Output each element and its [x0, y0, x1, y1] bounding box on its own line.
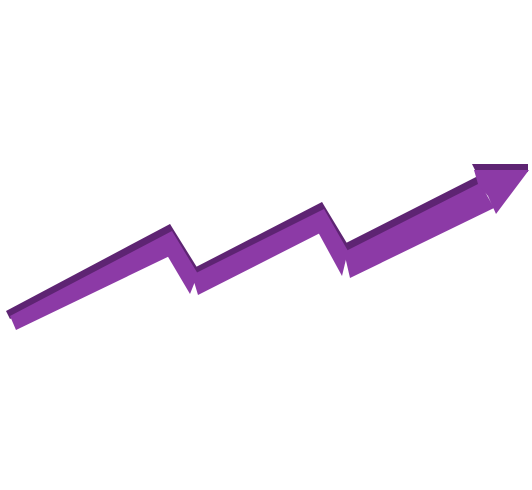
- arrow-face-seg-4: [318, 209, 348, 276]
- arrow-face-seg-3: [192, 209, 330, 295]
- arrow-edge-seg-1: [6, 224, 174, 319]
- arrow-face-seg-2: [164, 231, 198, 294]
- arrow-face: [10, 170, 529, 330]
- arrow-head: [474, 170, 529, 214]
- arrow-edge: [6, 164, 528, 319]
- arrow-face-seg-5: [344, 183, 494, 278]
- arrow-edge-seg-5: [344, 176, 482, 252]
- arrow-face-seg-1: [10, 231, 178, 330]
